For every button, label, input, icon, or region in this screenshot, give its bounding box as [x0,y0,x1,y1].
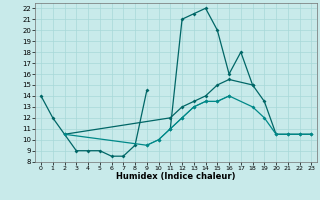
X-axis label: Humidex (Indice chaleur): Humidex (Indice chaleur) [116,172,236,181]
